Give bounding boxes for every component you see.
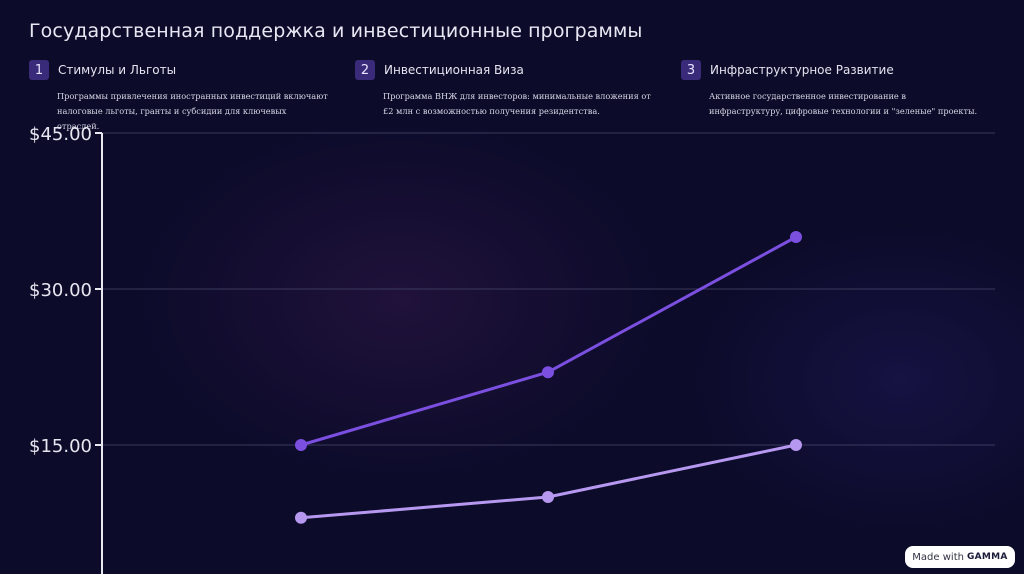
- point-title: Стимулы и Льготы: [58, 63, 177, 77]
- point-title: Инвестиционная Виза: [384, 63, 524, 77]
- series-line-2: [300, 443, 797, 520]
- data-point: [295, 511, 307, 524]
- point-description: Программы привлечения иностранных инвест…: [57, 91, 328, 131]
- point-title: Инфраструктурное Развитие: [710, 63, 894, 77]
- gamma-logo: GAMMA: [966, 552, 1008, 562]
- data-point: [542, 366, 554, 379]
- data-point: [542, 491, 554, 503]
- point-2: 2 Инвестиционная Виза Программа ВНЖ для …: [355, 60, 655, 119]
- data-point: [790, 439, 802, 451]
- made-with-badge[interactable]: Made with GAMMA: [905, 546, 1015, 568]
- point-description: Программа ВНЖ для инвесторов: минимальны…: [383, 91, 651, 116]
- data-point: [790, 231, 802, 243]
- page-title: Государственная поддержка и инвестиционн…: [29, 20, 643, 42]
- point-number: 3: [681, 60, 701, 80]
- series-line-1: [300, 235, 797, 447]
- point-number: 1: [29, 60, 49, 80]
- badge-text: Made with: [912, 551, 964, 563]
- y-tick-label: $30.00: [29, 280, 92, 301]
- data-point: [295, 439, 307, 451]
- y-tick-label: $15.00: [29, 436, 92, 457]
- point-1: 1 Стимулы и Льготы Программы привлечения…: [29, 60, 329, 134]
- point-number: 2: [355, 60, 375, 80]
- point-description: Активное государственное инвестирование …: [709, 91, 978, 116]
- y-tick-label: $45.00: [29, 124, 92, 145]
- point-3: 3 Инфраструктурное Развитие Активное гос…: [681, 60, 981, 119]
